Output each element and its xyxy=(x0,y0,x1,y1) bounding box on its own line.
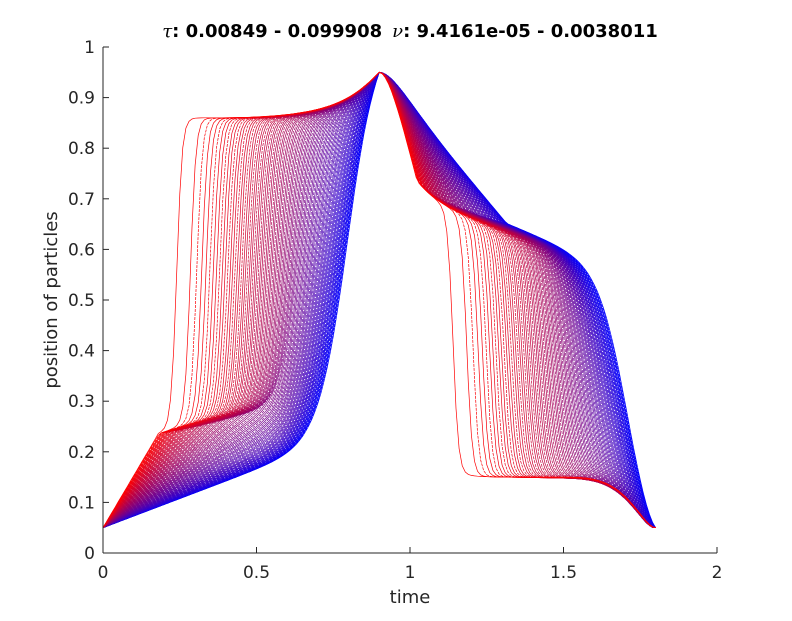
title-tau-range: : 0.00849 - 0.099908 xyxy=(172,21,382,42)
series-line xyxy=(102,71,656,529)
x-tick-label: 2 xyxy=(712,563,723,583)
chart-title: τ: 0.00849 - 0.099908 ν: 9.4161e-05 - 0.0… xyxy=(162,21,658,42)
x-tick-label: 0.5 xyxy=(243,563,270,583)
y-tick-label: 0.9 xyxy=(68,89,95,109)
y-tick-label: 0.8 xyxy=(68,139,95,159)
series-line xyxy=(102,71,656,529)
x-tick-label: 0 xyxy=(98,563,109,583)
y-tick-label: 1 xyxy=(84,38,95,58)
x-tick-label: 1.5 xyxy=(550,563,577,583)
series-line xyxy=(102,71,656,529)
axes: 0 0.5 1 1.5 2 0 0.1 0.2 0.3 0.4 0.5 0.6 0.7 0.8 0.9 1 xyxy=(68,38,722,583)
series-line xyxy=(102,71,656,529)
y-tick-label: 0.3 xyxy=(68,392,95,412)
series-group xyxy=(102,71,656,529)
y-tick-label: 0.2 xyxy=(68,443,95,463)
x-tick-label: 1 xyxy=(405,563,416,583)
y-tick-label: 0 xyxy=(84,544,95,564)
x-axis-label: time xyxy=(390,587,431,608)
y-tick-label: 0.7 xyxy=(68,190,95,210)
y-tick-label: 0.5 xyxy=(68,291,95,311)
y-tick-label: 0.4 xyxy=(68,342,95,362)
series-line xyxy=(102,71,656,529)
y-tick-label: 0.1 xyxy=(68,493,95,513)
series-line xyxy=(102,71,656,529)
title-nu-symbol: ν xyxy=(392,21,403,42)
series-line xyxy=(102,71,656,529)
y-tick-label: 0.6 xyxy=(68,240,95,260)
y-axis-label: position of particles xyxy=(41,211,62,388)
title-tau-symbol: τ xyxy=(162,21,173,42)
title-nu-range: : 9.4161e-05 - 0.0038011 xyxy=(403,21,658,42)
